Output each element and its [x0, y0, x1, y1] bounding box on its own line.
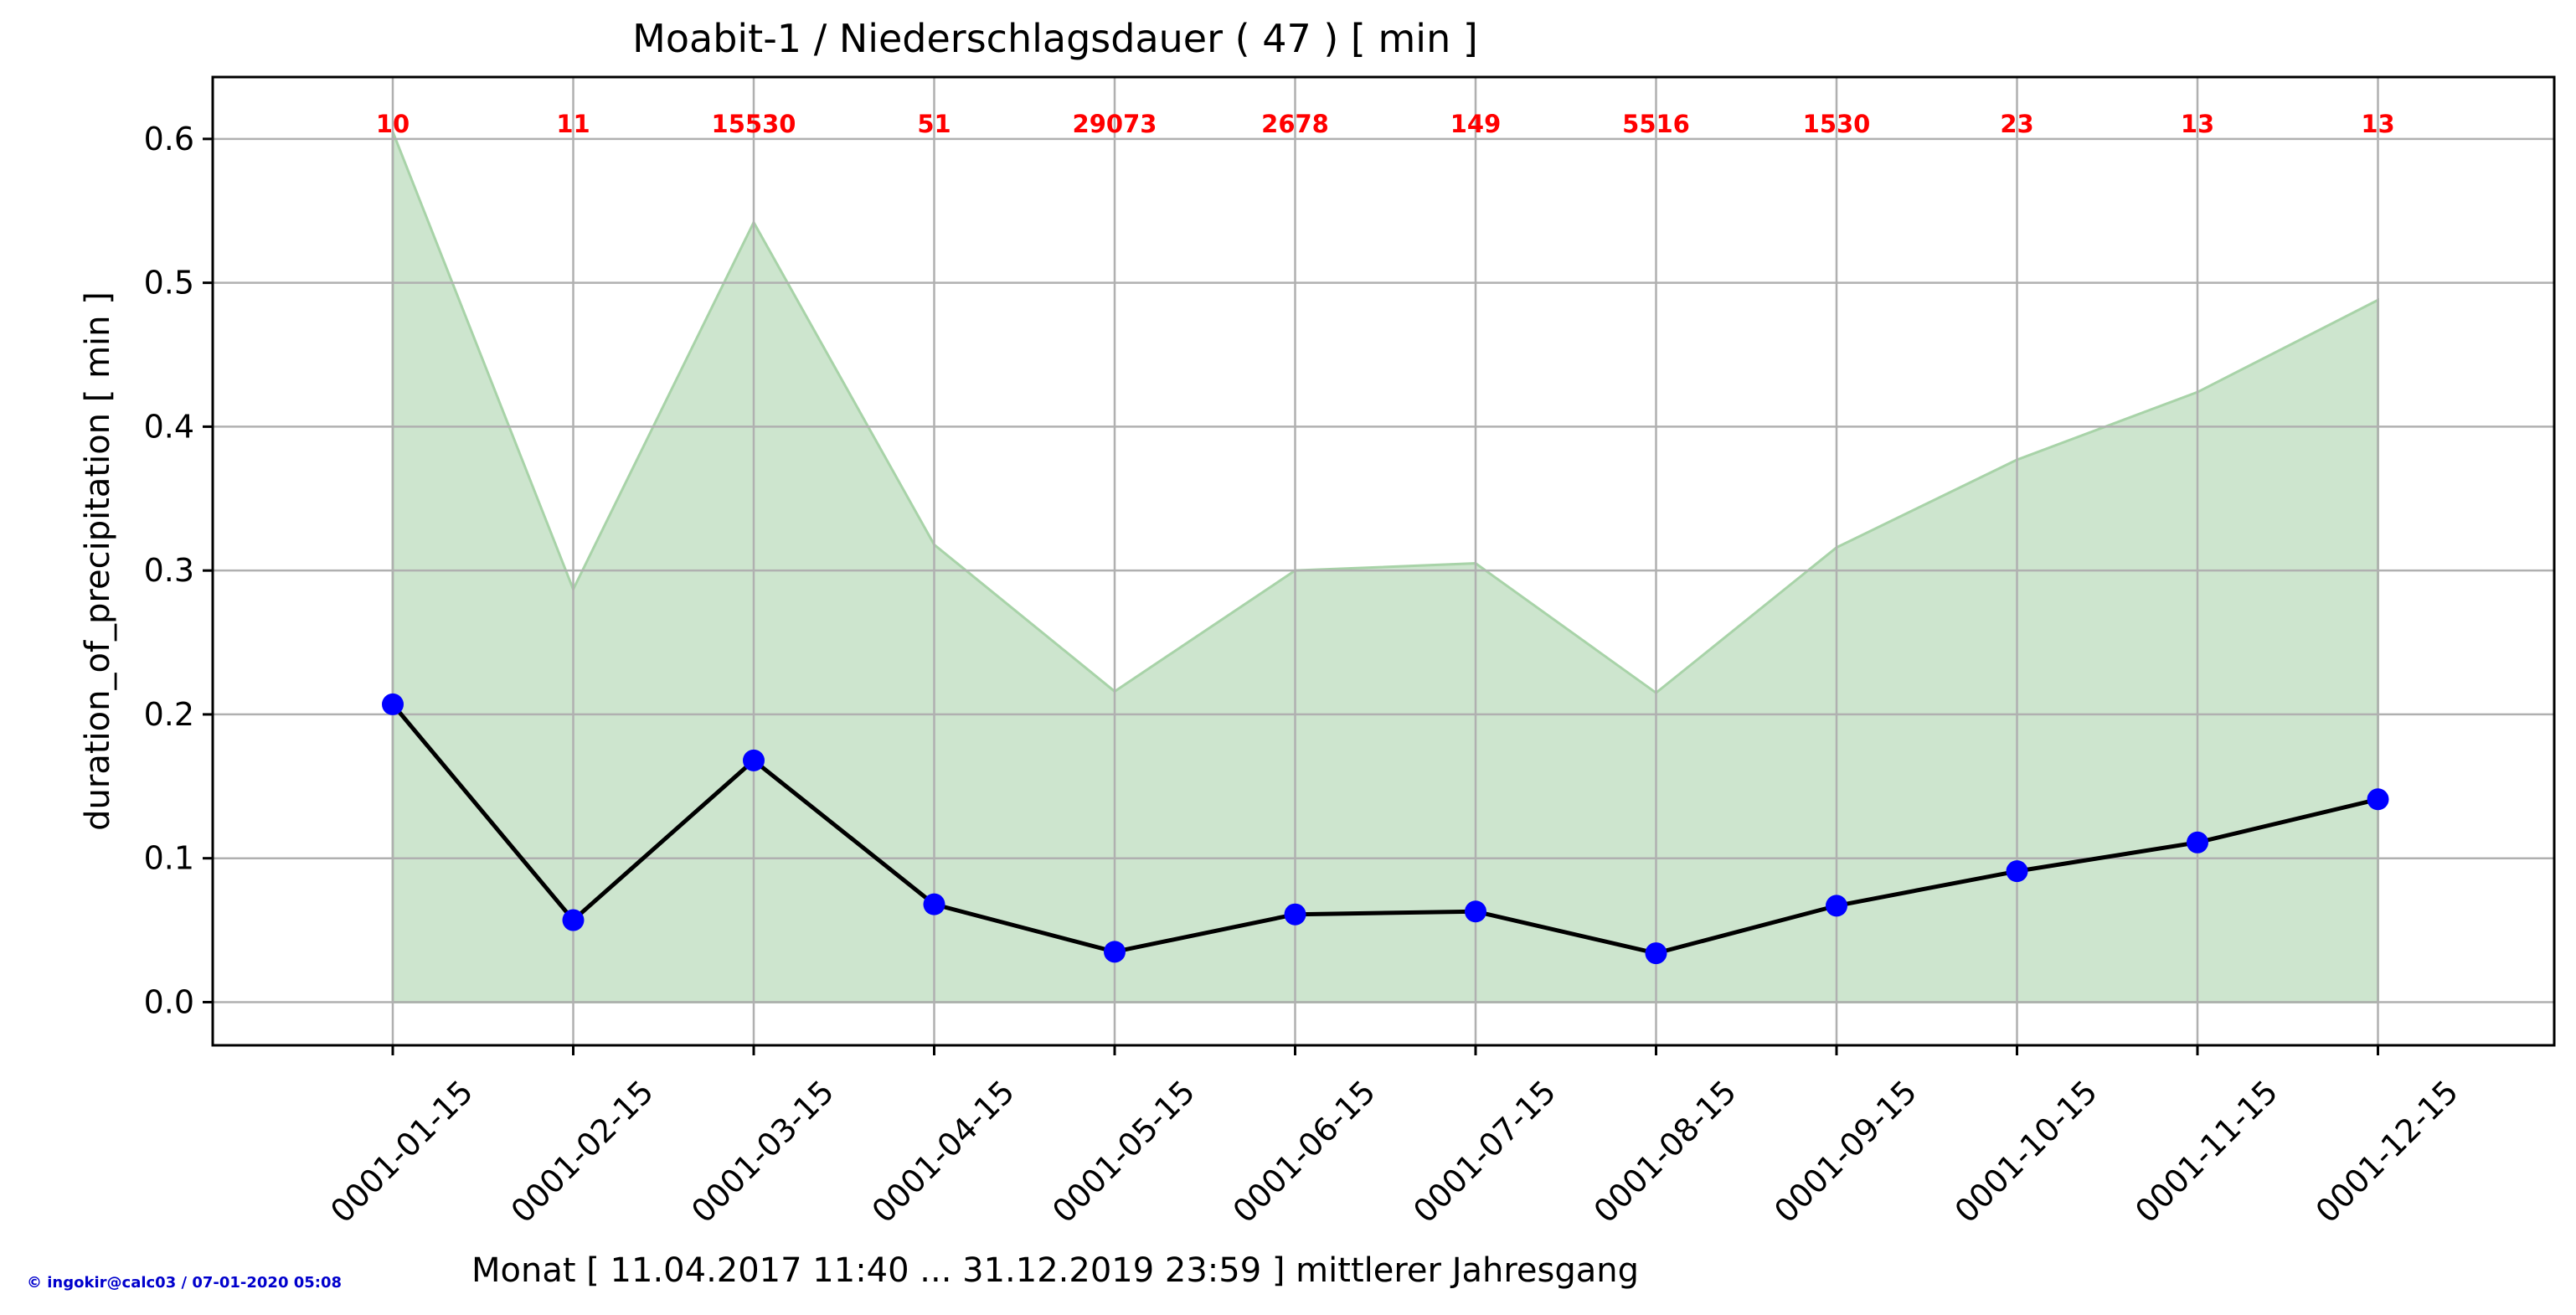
- x-tick-label: 0001-03-15: [684, 1073, 841, 1230]
- x-tick-label: 0001-10-15: [1948, 1073, 2105, 1230]
- count-label: 13: [2361, 110, 2394, 138]
- footer-credit: © ingokir@calc03 / 07-01-2020 05:08: [27, 1274, 342, 1292]
- y-tick-label: 0.2: [144, 696, 194, 733]
- count-label: 13: [2181, 110, 2214, 138]
- y-tick-label: 0.0: [144, 983, 194, 1020]
- count-label: 29073: [1073, 110, 1157, 138]
- count-label: 2678: [1261, 110, 1329, 138]
- data-point: [923, 893, 945, 915]
- data-point: [2187, 831, 2208, 853]
- x-axis-label: Monat [ 11.04.2017 11:40 ... 31.12.2019 …: [471, 1251, 1639, 1290]
- plot-frame: [211, 75, 2556, 1047]
- x-tick-label: 0001-06-15: [1226, 1073, 1383, 1230]
- series-line: [391, 703, 2379, 956]
- data-point: [1465, 900, 1486, 923]
- data-point: [1104, 941, 1126, 963]
- data-point: [1645, 942, 1667, 965]
- count-label: 11: [556, 110, 590, 138]
- y-tick-label: 0.4: [144, 408, 194, 445]
- count-label: 23: [2000, 110, 2033, 138]
- count-label: 15530: [712, 110, 796, 138]
- count-label: 51: [917, 110, 951, 138]
- count-label: 1530: [1803, 110, 1871, 138]
- y-axis-label: duration_of_precipitation [ min ]: [79, 291, 117, 831]
- data-point: [562, 909, 585, 931]
- data-point: [2367, 788, 2389, 811]
- y-tick-label: 0.3: [144, 552, 194, 589]
- y-tick-label: 0.6: [144, 121, 194, 157]
- x-tick-label: 0001-01-15: [323, 1073, 480, 1230]
- chart-title: Moabit-1 / Niederschlagsdauer ( 47 ) [ m…: [632, 16, 1478, 61]
- data-point: [382, 693, 404, 715]
- y-tick-label: 0.5: [144, 265, 194, 302]
- x-tick-label: 0001-09-15: [1767, 1073, 1924, 1230]
- x-tick-label: 0001-04-15: [865, 1073, 1022, 1230]
- x-tick-label: 0001-07-15: [1406, 1073, 1563, 1230]
- x-tick-label: 0001-12-15: [2309, 1073, 2465, 1230]
- data-point: [2006, 860, 2028, 883]
- data-point: [743, 749, 765, 771]
- x-tick-label: 0001-08-15: [1587, 1073, 1744, 1230]
- data-point: [1284, 903, 1306, 926]
- x-tick-label: 0001-02-15: [504, 1073, 661, 1230]
- plot-area: 10 11 15530 51 29073 2678 149 5516 1530 23 13 13 0.0…: [144, 75, 2556, 1230]
- count-label: 10: [376, 110, 410, 138]
- count-label: 5516: [1622, 110, 1690, 138]
- y-tick-label: 0.1: [144, 840, 194, 877]
- data-point: [1826, 895, 1847, 917]
- area-band: [391, 131, 2379, 1003]
- count-label: 149: [1450, 110, 1502, 138]
- x-tick-label: 0001-11-15: [2128, 1073, 2285, 1230]
- x-tick-label: 0001-05-15: [1045, 1073, 1202, 1230]
